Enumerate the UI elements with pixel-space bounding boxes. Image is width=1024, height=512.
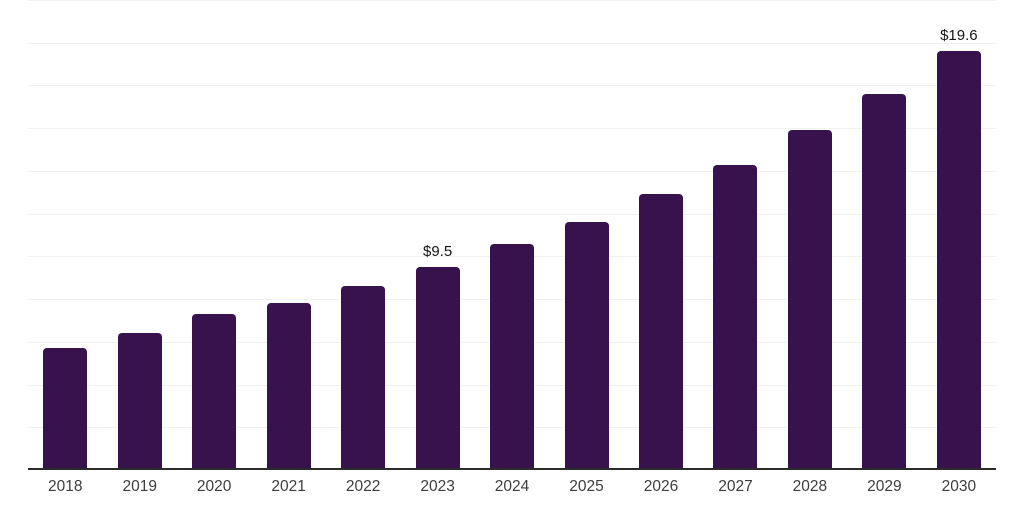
gridline-22 <box>28 0 996 1</box>
gridline-14 <box>28 170 996 172</box>
x-tick-label-2018: 2018 <box>47 478 83 495</box>
bar-2020 <box>192 314 237 470</box>
x-tick-label-2024: 2024 <box>494 478 530 495</box>
x-tick-label-2021: 2021 <box>271 478 306 495</box>
x-tick-label-2026: 2026 <box>643 478 679 495</box>
x-tick-label-2029: 2029 <box>867 478 902 495</box>
bar-value-label-2030: $19.6 <box>940 27 978 45</box>
bar-slot-2023: $9.5 <box>400 0 474 470</box>
x-tick-label-2019: 2019 <box>122 478 157 495</box>
bar-slot-2022 <box>326 0 400 470</box>
bar-slot-2026 <box>624 0 698 470</box>
bar-2022 <box>341 286 386 470</box>
bar-2030 <box>936 51 981 470</box>
gridline-12 <box>28 213 996 215</box>
x-tick-label-2027: 2027 <box>718 478 753 495</box>
bar-slot-2030: $19.6 <box>922 0 996 470</box>
bar-2026 <box>638 194 683 470</box>
bar-slot-2027 <box>698 0 772 470</box>
x-tick-label-2028: 2028 <box>792 478 828 495</box>
bar-2028 <box>787 130 832 470</box>
x-tick-label-2022: 2022 <box>345 478 381 495</box>
bar-slot-2024 <box>475 0 549 470</box>
bar-2029 <box>862 94 907 470</box>
x-axis-tick-labels: 2018 2019 2020 2021 2022 2023 2024 2025 2026 2027… <box>28 478 996 496</box>
bar-value-label-2023: $9.5 <box>422 243 453 261</box>
bar-slot-2019 <box>102 0 176 470</box>
bar-2023 <box>415 267 460 470</box>
plot-area: $9.5 $19.6 <box>28 0 996 470</box>
x-tick-label-2025: 2025 <box>569 478 604 495</box>
gridline-18 <box>28 85 996 87</box>
x-tick-label-2023: 2023 <box>420 478 455 495</box>
bar-slot-2025 <box>549 0 623 470</box>
bar-2021 <box>266 303 311 470</box>
bar-slot-2020 <box>177 0 251 470</box>
bar-series: $9.5 $19.6 <box>28 0 996 470</box>
x-tick-label-2030: 2030 <box>941 478 977 495</box>
gridline-16 <box>28 128 996 130</box>
x-tick-label-2020: 2020 <box>196 478 232 495</box>
x-axis-line <box>28 468 996 470</box>
bar-2018 <box>43 348 88 470</box>
bar-slot-2028 <box>773 0 847 470</box>
bar-2024 <box>490 243 535 470</box>
bar-slot-2021 <box>251 0 325 470</box>
bar-2027 <box>713 164 758 470</box>
gridline-20 <box>28 42 996 44</box>
bar-slot-2029 <box>847 0 921 470</box>
bar-2019 <box>117 333 162 470</box>
bar-2025 <box>564 222 609 470</box>
bar-slot-2018 <box>28 0 102 470</box>
